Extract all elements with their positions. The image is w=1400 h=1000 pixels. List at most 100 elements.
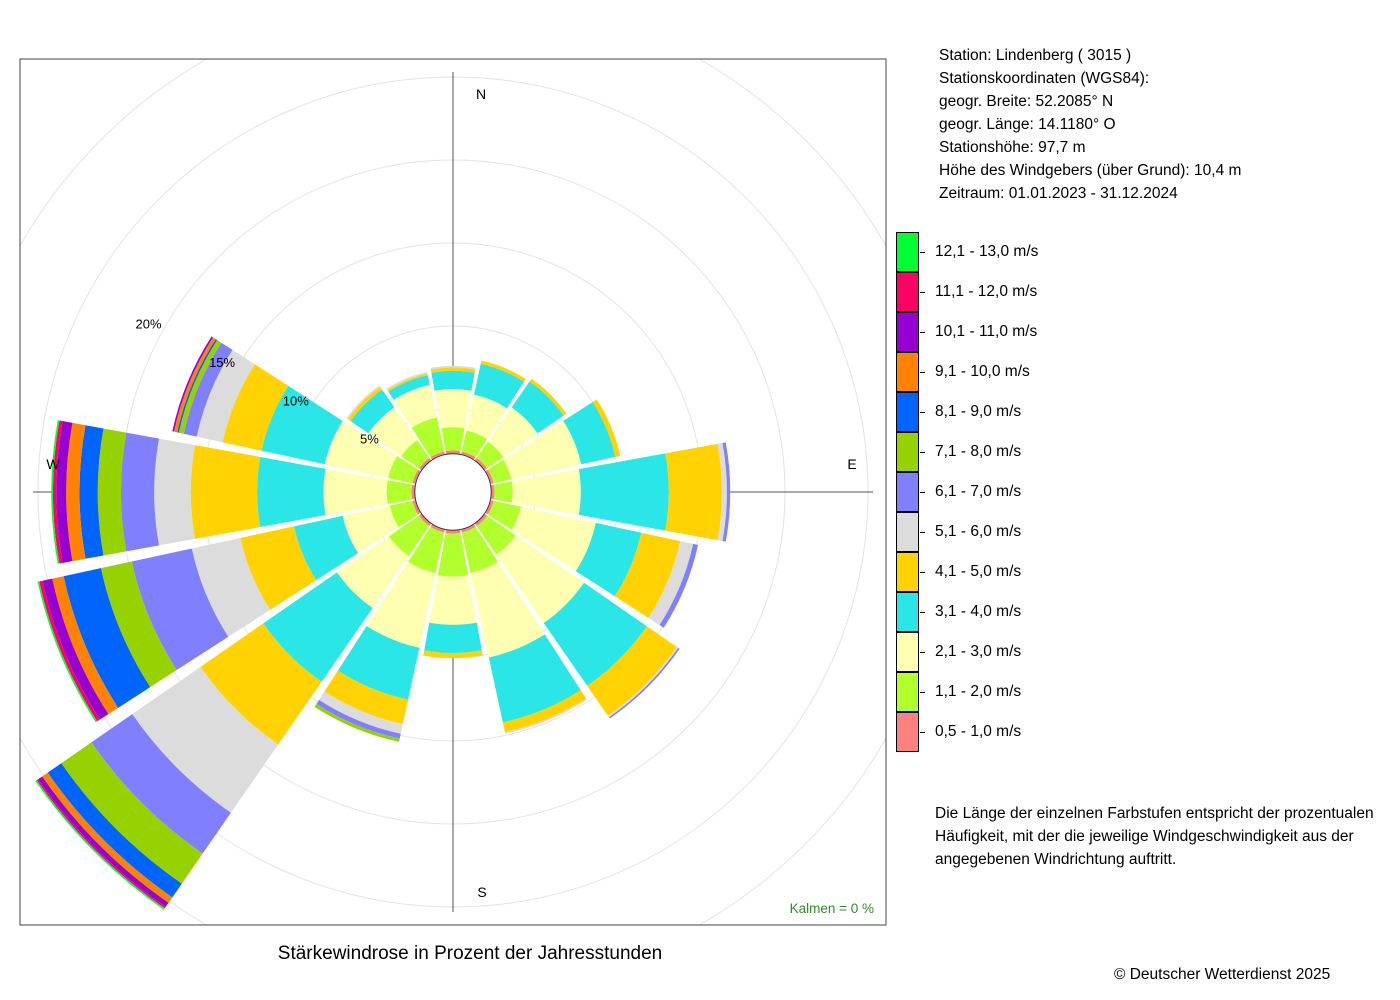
sector-e-band-2 [493, 481, 513, 503]
legend-swatch [896, 592, 919, 632]
sector-wnw-band-3 [324, 420, 398, 478]
station-name: Station: Lindenberg ( 3015 ) [939, 47, 1132, 64]
radial-tick-label: 5% [360, 432, 379, 447]
legend-swatch [896, 352, 919, 392]
sector-ssw-band-6 [319, 691, 403, 734]
sector-w-band-9 [79, 425, 104, 559]
sector-wsw-band-10 [52, 576, 119, 715]
sector-ne-band-5 [529, 378, 567, 416]
sector-wnw-band-7 [183, 342, 233, 437]
sector-s-band-2 [437, 532, 469, 577]
sector-wsw-band-3 [342, 505, 399, 554]
legend-swatch [896, 672, 919, 712]
legend-swatch [896, 632, 919, 672]
legend-label: 12,1 - 13,0 m/s [935, 243, 1039, 260]
sector-w-band-11 [56, 421, 73, 563]
legend-label: 1,1 - 2,0 m/s [935, 683, 1022, 700]
sector-ne-band-3 [487, 407, 538, 458]
sector-n-band-1 [445, 450, 461, 455]
sector-se-band-2 [476, 515, 516, 555]
station-longitude: geogr. Länge: 14.1180° O [939, 116, 1116, 133]
sector-sw-band-6 [132, 666, 279, 813]
sector-nne-band-5 [480, 360, 526, 382]
legend-label: 0,5 - 1,0 m/s [935, 723, 1022, 740]
legend-swatch [896, 272, 919, 312]
radial-tick-label: 15% [209, 355, 235, 370]
compass-label-w: W [46, 456, 60, 472]
compass-label-s: S [477, 884, 486, 900]
sector-nnw-band-1 [430, 451, 445, 460]
sector-e-band-3 [511, 469, 581, 515]
sector-sse-band-6 [504, 698, 587, 734]
sector-wsw-band-9 [63, 568, 151, 708]
legend-item: 8,1 - 9,0 m/s [896, 392, 1196, 432]
radial-tick-label: 10% [283, 393, 309, 408]
sector-ese-band-3 [511, 506, 596, 572]
sector-s-band-3 [429, 575, 477, 625]
chart-labels: N E S W 5% 10% 15% 20% Kalmen = 0 % [46, 86, 874, 916]
sector-wsw-band-5 [240, 526, 317, 610]
legend-swatch [896, 472, 919, 512]
legend-label: 5,1 - 6,0 m/s [935, 523, 1022, 540]
sector-sse-band-5 [502, 690, 587, 733]
sector-wnw-band-4 [261, 385, 343, 465]
sector-ese-band-5 [614, 532, 681, 618]
legend-swatch [896, 432, 919, 472]
sector-e-band-1 [490, 484, 495, 500]
sector-wsw-band-7 [131, 548, 229, 671]
sector-ese-band-6 [648, 541, 694, 626]
legend-label: 7,1 - 8,0 m/s [935, 443, 1022, 460]
sector-sw-band-7 [91, 714, 231, 854]
sector-se-band-5 [587, 626, 677, 716]
legend-item: 4,1 - 5,0 m/s [896, 552, 1196, 592]
legend-item: 10,1 - 11,0 m/s [896, 312, 1196, 352]
sector-nw-band-1 [418, 457, 432, 471]
sector-w-band-1 [411, 484, 416, 500]
sector-nnw-band-5 [387, 373, 428, 392]
explanation-note: Die Länge der einzelnen Farbstufen entsp… [935, 805, 1374, 868]
sector-n-band-2 [441, 427, 465, 452]
sector-w-band-2 [386, 480, 413, 504]
sector-sw-band-1 [418, 513, 432, 527]
sector-n-band-4 [431, 370, 475, 391]
sector-ne-band-1 [474, 457, 488, 471]
sector-nne-band-4 [474, 363, 525, 409]
sector-ene-band-5 [592, 399, 621, 457]
compass-label-n: N [476, 86, 486, 102]
sector-ssw-band-8 [314, 704, 400, 742]
sector-ssw-band-1 [430, 524, 445, 533]
station-info: Station: Lindenberg ( 3015 ) Stationskoo… [939, 44, 1241, 205]
sector-nne-band-1 [461, 451, 476, 460]
sector-s-band-5 [423, 650, 483, 658]
sector-wsw-band-1 [412, 500, 421, 515]
sector-e-band-5 [665, 443, 722, 541]
sector-nw-band-5 [347, 386, 383, 422]
legend-label: 10,1 - 11,0 m/s [935, 323, 1038, 340]
sector-sw-band-11 [38, 776, 169, 907]
sector-ne-band-4 [511, 381, 564, 434]
legend-item: 3,1 - 4,0 m/s [896, 592, 1196, 632]
speed-legend: 12,1 - 13,0 m/s 11,1 - 12,0 m/s 10,1 - 11,… [896, 232, 1196, 752]
sector-s-band-1 [445, 529, 461, 534]
calm-label: Kalmen = 0 % [790, 901, 874, 916]
legend-tick [920, 492, 925, 493]
radial-tick-label: 20% [135, 317, 161, 332]
sector-w-band-12 [52, 420, 63, 564]
legend-item: 2,1 - 3,0 m/s [896, 632, 1196, 672]
sector-wsw-band-4 [293, 515, 359, 581]
sector-w-band-5 [190, 445, 261, 539]
sector-sw-band-8 [61, 742, 203, 884]
sector-wsw-band-12 [39, 580, 100, 722]
sector-wnw-band-10 [173, 337, 216, 433]
legend-tick [920, 292, 925, 293]
sector-ssw-band-2 [408, 526, 445, 574]
legend-swatch [896, 552, 919, 592]
sector-s-band-4 [424, 622, 482, 654]
legend-swatch [896, 712, 919, 752]
sector-nw-band-3 [368, 407, 418, 457]
sector-nw-band-6 [346, 385, 381, 420]
sector-se-band-3 [496, 535, 585, 624]
sector-wnw-band-5 [222, 364, 289, 451]
legend-label: 4,1 - 5,0 m/s [935, 563, 1022, 580]
